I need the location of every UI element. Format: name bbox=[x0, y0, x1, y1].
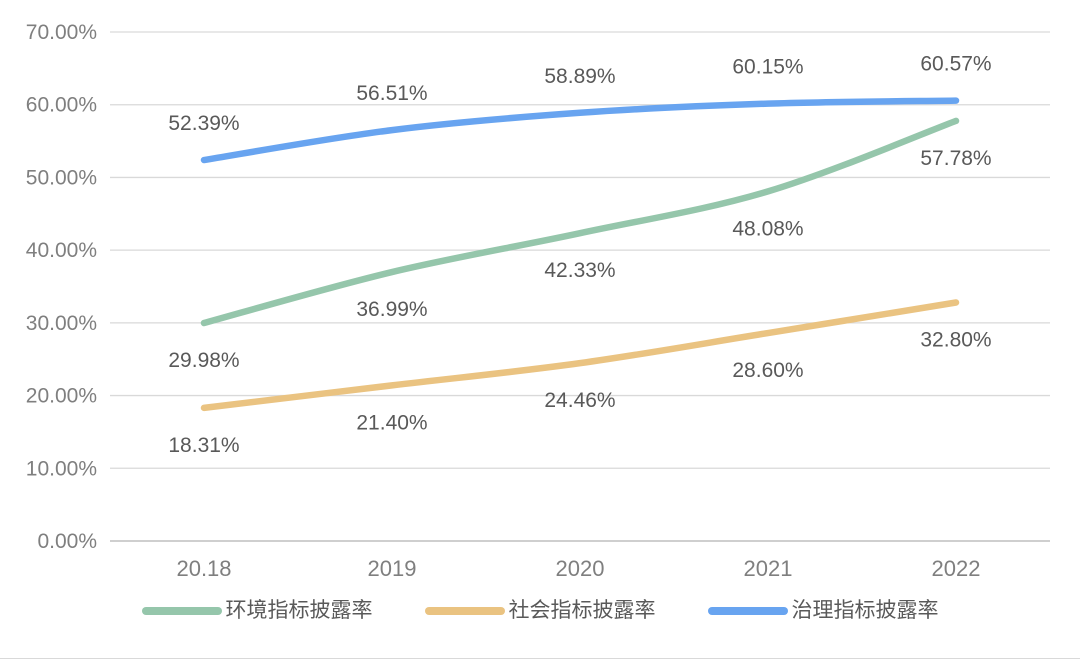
legend-line-swatch bbox=[707, 607, 788, 615]
data-label: 36.99% bbox=[356, 298, 427, 321]
data-label: 21.40% bbox=[356, 411, 427, 434]
x-axis-label: 2019 bbox=[368, 556, 417, 581]
chart-legend: 环境指标披露率 社会指标披露率 治理指标披露率 bbox=[0, 596, 1080, 626]
x-axis-label: 2022 bbox=[932, 556, 981, 581]
y-axis-tick-label: 0.00% bbox=[37, 530, 97, 553]
legend-item-1: 社会指标披露率 bbox=[424, 596, 656, 626]
data-label: 24.46% bbox=[544, 389, 615, 412]
data-label: 52.39% bbox=[168, 112, 239, 135]
data-label: 48.08% bbox=[732, 217, 803, 240]
y-axis-tick-label: 50.00% bbox=[26, 166, 97, 189]
legend-item-0: 环境指标披露率 bbox=[141, 596, 373, 626]
bottom-divider bbox=[0, 658, 1080, 659]
data-label: 58.89% bbox=[544, 65, 615, 88]
series-line-2 bbox=[200, 97, 960, 164]
y-axis-tick-label: 70.00% bbox=[26, 21, 97, 44]
legend-line-swatch bbox=[141, 607, 222, 615]
y-axis-tick-label: 20.00% bbox=[26, 385, 97, 408]
x-axis-label: 20.18 bbox=[176, 556, 231, 581]
series-line-0 bbox=[200, 117, 960, 327]
data-label: 60.15% bbox=[732, 56, 803, 79]
data-label: 60.57% bbox=[920, 53, 991, 76]
data-label: 56.51% bbox=[356, 82, 427, 105]
y-axis-tick-label: 10.00% bbox=[26, 457, 97, 480]
data-label: 29.98% bbox=[168, 349, 239, 372]
data-label: 57.78% bbox=[920, 147, 991, 170]
y-axis-tick-label: 40.00% bbox=[26, 239, 97, 262]
legend-label: 社会指标披露率 bbox=[508, 599, 656, 622]
y-axis-tick-label: 30.00% bbox=[26, 312, 97, 335]
legend-item-2: 治理指标披露率 bbox=[707, 596, 939, 626]
data-label: 18.31% bbox=[168, 434, 239, 457]
data-label: 32.80% bbox=[920, 328, 991, 351]
legend-line-swatch bbox=[424, 607, 505, 615]
legend-label: 环境指标披露率 bbox=[225, 599, 373, 622]
x-axis-label: 2020 bbox=[556, 556, 605, 581]
series-line-1 bbox=[200, 299, 960, 412]
y-axis-tick-label: 60.00% bbox=[26, 94, 97, 117]
legend-label: 治理指标披露率 bbox=[791, 599, 939, 622]
data-label: 42.33% bbox=[544, 259, 615, 282]
data-label: 28.60% bbox=[732, 359, 803, 382]
x-axis-label: 2021 bbox=[744, 556, 793, 581]
